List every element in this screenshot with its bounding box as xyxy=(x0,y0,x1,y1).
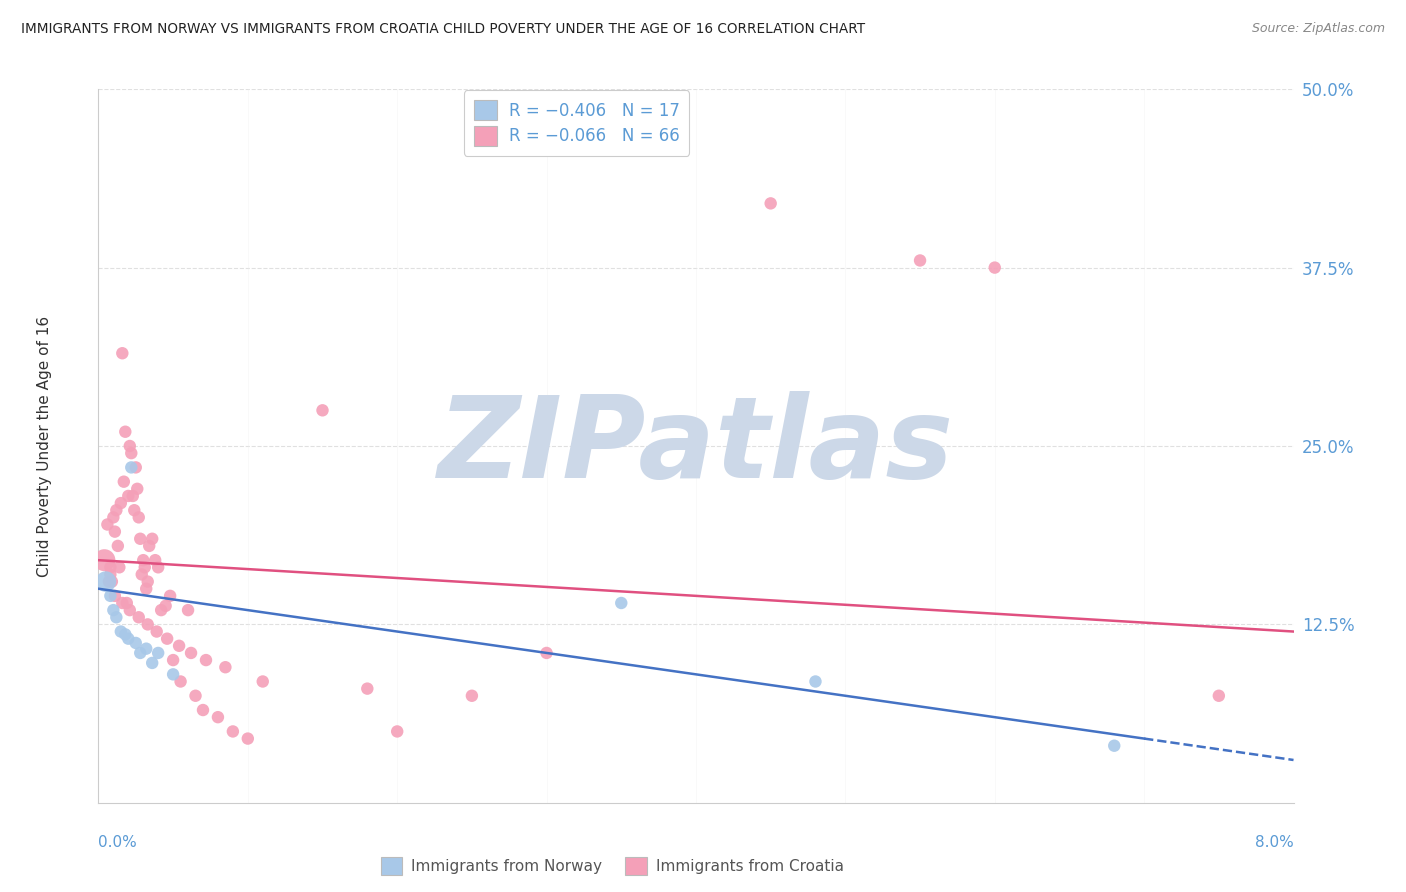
Text: Child Poverty Under the Age of 16: Child Poverty Under the Age of 16 xyxy=(37,316,52,576)
Point xyxy=(111,596,134,610)
Point xyxy=(121,489,143,503)
Point xyxy=(103,510,125,524)
Point xyxy=(129,532,152,546)
Point xyxy=(1102,739,1125,753)
Point xyxy=(804,674,827,689)
Point xyxy=(96,517,118,532)
Point xyxy=(112,475,135,489)
Point xyxy=(759,196,782,211)
Point xyxy=(180,646,202,660)
Point xyxy=(93,553,115,567)
Point xyxy=(162,667,184,681)
Point xyxy=(117,489,139,503)
Point xyxy=(207,710,229,724)
Point xyxy=(194,653,218,667)
Point xyxy=(98,589,122,603)
Point xyxy=(129,646,152,660)
Point xyxy=(135,641,157,656)
Point xyxy=(94,574,117,589)
Text: IMMIGRANTS FROM NORWAY VS IMMIGRANTS FROM CROATIA CHILD POVERTY UNDER THE AGE OF: IMMIGRANTS FROM NORWAY VS IMMIGRANTS FRO… xyxy=(21,22,865,37)
Point xyxy=(145,624,167,639)
Point xyxy=(114,425,136,439)
Point xyxy=(148,646,170,660)
Point xyxy=(191,703,214,717)
Text: Source: ZipAtlas.com: Source: ZipAtlas.com xyxy=(1251,22,1385,36)
Point xyxy=(110,624,132,639)
Point xyxy=(120,446,142,460)
Point xyxy=(156,632,179,646)
Point xyxy=(124,503,146,517)
Point xyxy=(162,653,184,667)
Point xyxy=(150,603,173,617)
Point xyxy=(236,731,259,746)
Point xyxy=(177,603,200,617)
Text: ZIPatlas: ZIPatlas xyxy=(437,391,955,501)
Point xyxy=(105,610,128,624)
Point xyxy=(107,539,129,553)
Point xyxy=(114,627,136,641)
Point xyxy=(105,503,128,517)
Point xyxy=(98,567,122,582)
Text: 8.0%: 8.0% xyxy=(1254,835,1294,850)
Point xyxy=(184,689,207,703)
Point xyxy=(167,639,190,653)
Point xyxy=(155,599,177,613)
Point xyxy=(135,582,157,596)
Point xyxy=(136,617,159,632)
Point xyxy=(1208,689,1230,703)
Point xyxy=(98,560,122,574)
Point xyxy=(117,632,139,646)
Point xyxy=(118,439,141,453)
Point xyxy=(610,596,633,610)
Legend: Immigrants from Norway, Immigrants from Croatia: Immigrants from Norway, Immigrants from … xyxy=(374,851,851,880)
Point xyxy=(138,539,160,553)
Point xyxy=(311,403,333,417)
Point xyxy=(169,674,191,689)
Point xyxy=(131,567,153,582)
Point xyxy=(385,724,409,739)
Point xyxy=(128,610,150,624)
Point xyxy=(128,510,150,524)
Point xyxy=(111,346,134,360)
Point xyxy=(110,496,132,510)
Point xyxy=(125,460,148,475)
Point xyxy=(118,603,141,617)
Point xyxy=(103,603,125,617)
Point xyxy=(97,574,120,589)
Point xyxy=(104,524,127,539)
Point xyxy=(214,660,236,674)
Point xyxy=(141,656,163,670)
Point xyxy=(143,553,166,567)
Point xyxy=(104,589,127,603)
Text: 0.0%: 0.0% xyxy=(98,835,138,850)
Point xyxy=(125,636,148,650)
Point xyxy=(120,460,142,475)
Point xyxy=(115,596,138,610)
Point xyxy=(461,689,484,703)
Point xyxy=(134,560,156,574)
Point xyxy=(536,646,558,660)
Point xyxy=(141,532,163,546)
Point xyxy=(222,724,245,739)
Point xyxy=(356,681,378,696)
Point xyxy=(127,482,149,496)
Point xyxy=(101,574,124,589)
Point xyxy=(136,574,159,589)
Point xyxy=(984,260,1007,275)
Point xyxy=(148,560,170,574)
Point xyxy=(252,674,274,689)
Point xyxy=(108,560,131,574)
Point xyxy=(908,253,931,268)
Point xyxy=(159,589,181,603)
Point xyxy=(132,553,155,567)
